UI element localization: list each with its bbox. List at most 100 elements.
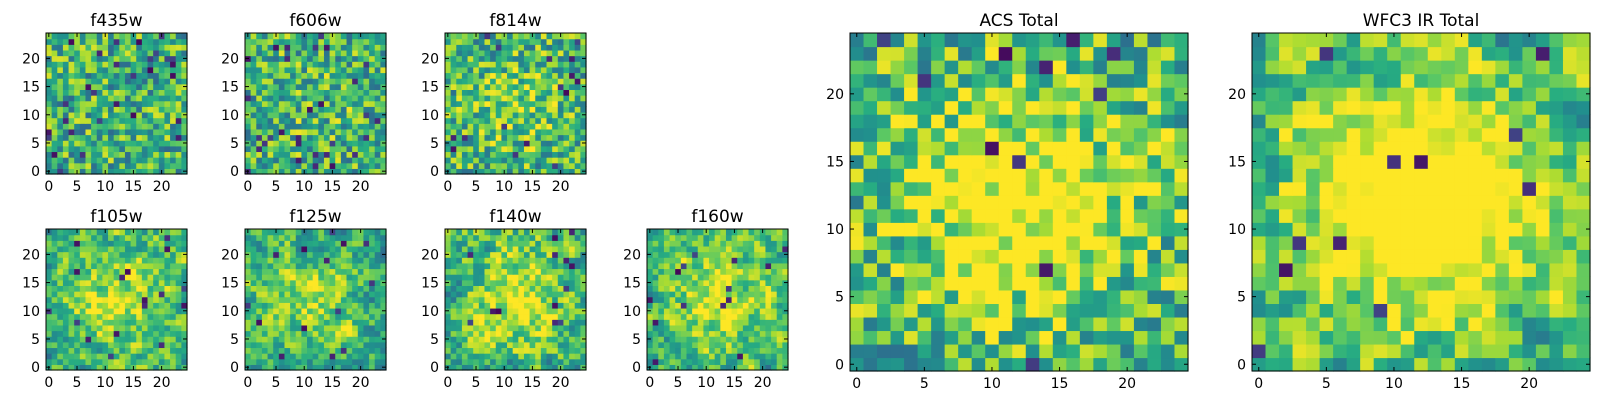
heatmap-cell bbox=[563, 100, 570, 107]
heatmap-cell bbox=[108, 49, 115, 57]
heatmap-cell bbox=[68, 38, 75, 45]
heatmap-cell bbox=[250, 151, 257, 158]
heatmap-cell bbox=[686, 353, 693, 360]
heatmap-cell bbox=[518, 111, 525, 119]
heatmap-cell bbox=[523, 245, 531, 253]
heatmap-cell bbox=[546, 262, 553, 270]
heatmap-cell bbox=[461, 251, 469, 258]
heatmap-cell bbox=[250, 111, 257, 119]
heatmap-cell bbox=[692, 262, 699, 270]
heatmap-cell bbox=[1066, 357, 1081, 372]
heatmap-cell bbox=[346, 151, 353, 158]
heatmap-cell bbox=[771, 364, 778, 371]
heatmap-cell bbox=[748, 307, 755, 315]
heatmap-cell bbox=[340, 251, 348, 258]
heatmap-cell bbox=[574, 151, 581, 158]
heatmap-cell bbox=[164, 291, 171, 298]
heatmap-cell bbox=[181, 33, 188, 40]
heatmap-cell bbox=[748, 353, 755, 360]
heatmap-cell bbox=[512, 353, 519, 360]
heatmap-cell bbox=[731, 302, 738, 309]
heatmap-cell bbox=[46, 38, 53, 45]
heatmap-cell bbox=[490, 49, 497, 57]
heatmap-cell bbox=[102, 106, 109, 113]
heatmap-cell bbox=[686, 296, 693, 303]
heatmap-cell bbox=[546, 128, 553, 136]
heatmap-cell bbox=[256, 358, 263, 365]
heatmap-cell bbox=[250, 245, 257, 253]
heatmap-cell bbox=[450, 111, 457, 119]
heatmap-cell bbox=[284, 78, 291, 85]
heatmap-cell bbox=[119, 134, 126, 141]
heatmap-cell bbox=[284, 117, 291, 124]
heatmap-cell bbox=[130, 302, 137, 309]
heatmap-cell bbox=[1052, 235, 1067, 250]
heatmap-cell bbox=[725, 347, 733, 354]
heatmap-cell bbox=[250, 134, 257, 141]
heatmap-cell bbox=[335, 111, 342, 119]
heatmap-cell bbox=[147, 279, 154, 286]
heatmap-cell bbox=[79, 358, 87, 365]
heatmap-cell bbox=[985, 330, 1000, 345]
heatmap-cell bbox=[108, 229, 115, 236]
heatmap-cell bbox=[295, 279, 302, 286]
heatmap-cell bbox=[136, 89, 143, 96]
heatmap-cell bbox=[374, 100, 381, 107]
heatmap-cell bbox=[267, 262, 274, 270]
heatmap-cell bbox=[574, 72, 581, 79]
heatmap-cell bbox=[153, 44, 160, 51]
heatmap-cell bbox=[754, 285, 761, 292]
y-tick-label: 0 bbox=[230, 360, 239, 376]
heatmap-cell bbox=[136, 49, 143, 57]
heatmap-cell bbox=[917, 181, 932, 196]
heatmap-cell bbox=[62, 364, 70, 371]
heatmap-cell bbox=[850, 168, 865, 183]
heatmap-cell bbox=[652, 279, 659, 286]
heatmap-cell bbox=[301, 49, 308, 57]
heatmap-cell bbox=[340, 100, 348, 107]
heatmap-cell bbox=[890, 235, 905, 250]
heatmap-cell bbox=[175, 95, 182, 102]
heatmap-cell bbox=[535, 61, 542, 68]
heatmap-cell bbox=[456, 285, 463, 292]
heatmap-cell bbox=[380, 245, 387, 253]
heatmap-cell bbox=[535, 78, 542, 85]
heatmap-cell bbox=[62, 307, 70, 315]
heatmap-cell bbox=[147, 117, 154, 124]
heatmap-cell bbox=[374, 145, 381, 153]
heatmap-cell bbox=[363, 140, 370, 147]
heatmap-cell bbox=[569, 140, 576, 147]
heatmap-cell bbox=[557, 89, 565, 96]
heatmap-cell bbox=[250, 313, 257, 320]
heatmap-cell bbox=[754, 229, 761, 236]
heatmap-cell bbox=[569, 268, 576, 275]
heatmap-cell bbox=[461, 268, 469, 275]
heatmap-cell bbox=[692, 358, 699, 365]
heatmap-cell bbox=[1052, 289, 1067, 304]
heatmap-cell bbox=[57, 296, 64, 303]
heatmap-cell bbox=[284, 319, 291, 326]
heatmap-cell bbox=[273, 72, 280, 79]
heatmap-cell bbox=[546, 229, 553, 236]
heatmap-cell bbox=[250, 336, 257, 343]
x-tick-label: 15 bbox=[125, 375, 143, 391]
heatmap-cell bbox=[1174, 276, 1189, 291]
heatmap-cell bbox=[164, 123, 171, 130]
heatmap-cell bbox=[68, 151, 75, 158]
heatmap-cell bbox=[552, 100, 559, 107]
heatmap-cell bbox=[113, 33, 120, 40]
heatmap-cell bbox=[580, 61, 587, 68]
heatmap-cell bbox=[147, 168, 154, 175]
heatmap-cell bbox=[680, 319, 688, 326]
heatmap-cell bbox=[357, 44, 365, 51]
heatmap-cell bbox=[124, 44, 132, 51]
heatmap-cell bbox=[113, 285, 120, 292]
heatmap-cell bbox=[380, 274, 387, 281]
heatmap-cell bbox=[175, 302, 182, 309]
heatmap-cell bbox=[352, 307, 359, 315]
heatmap-cell bbox=[284, 95, 291, 102]
heatmap-cell bbox=[725, 330, 733, 337]
heatmap-cell bbox=[102, 100, 109, 107]
heatmap-cell bbox=[490, 251, 497, 258]
heatmap-cell bbox=[290, 268, 297, 275]
